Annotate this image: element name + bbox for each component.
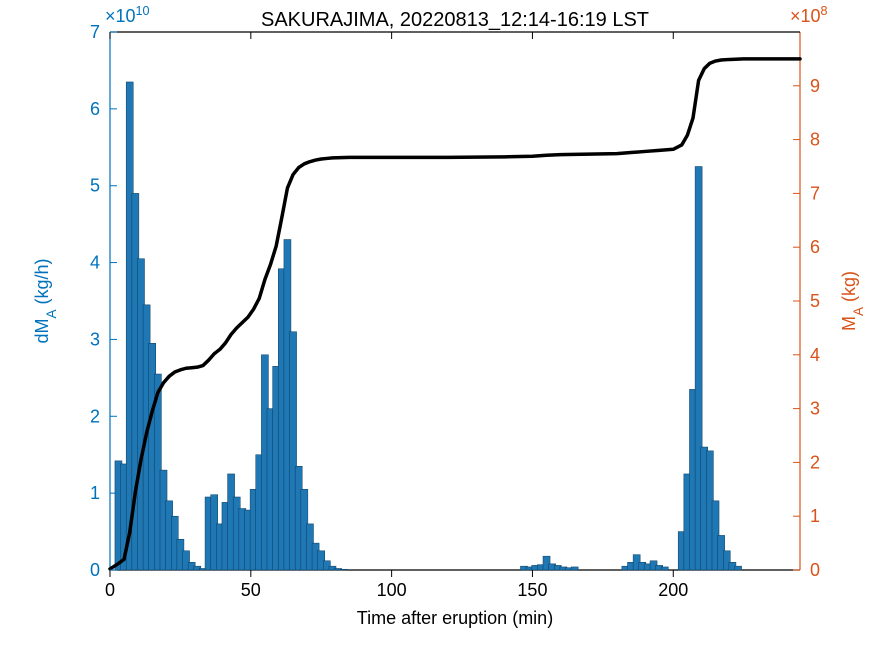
svg-text:6: 6 [810,237,820,257]
svg-text:1: 1 [90,483,100,503]
svg-text:7: 7 [810,183,820,203]
chart-svg: 050100150200Time after eruption (min)012… [0,0,875,656]
svg-text:7: 7 [90,22,100,42]
svg-text:100: 100 [377,580,407,600]
svg-text:4: 4 [90,253,100,273]
svg-text:3: 3 [810,399,820,419]
svg-text:0: 0 [105,580,115,600]
svg-text:9: 9 [810,76,820,96]
svg-text:150: 150 [517,580,547,600]
svg-text:6: 6 [90,99,100,119]
svg-text:2: 2 [90,406,100,426]
chart-title: SAKURAJIMA, 20220813_12:14-16:19 LST [261,9,649,31]
svg-text:5: 5 [90,176,100,196]
svg-text:200: 200 [658,580,688,600]
svg-text:2: 2 [810,452,820,472]
svg-text:8: 8 [810,130,820,150]
svg-text:Time after eruption (min): Time after eruption (min) [357,608,553,628]
chart-container: 050100150200Time after eruption (min)012… [0,0,875,656]
svg-text:1: 1 [810,506,820,526]
svg-text:3: 3 [90,329,100,349]
svg-text:4: 4 [810,345,820,365]
svg-text:0: 0 [90,560,100,580]
svg-text:50: 50 [241,580,261,600]
svg-text:0: 0 [810,560,820,580]
svg-text:5: 5 [810,291,820,311]
